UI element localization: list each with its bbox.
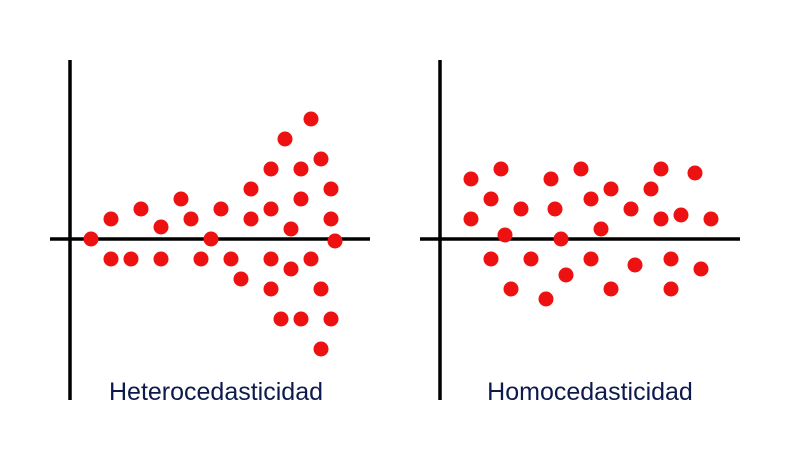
data-point (483, 191, 499, 207)
homoscedasticity-label: Homocedasticidad (487, 378, 693, 406)
data-point (103, 211, 119, 227)
data-point (183, 211, 199, 227)
data-point (153, 219, 169, 235)
data-point (313, 281, 329, 297)
data-point (303, 111, 319, 127)
data-point (213, 201, 229, 217)
data-point (243, 181, 259, 197)
data-point (497, 227, 513, 243)
data-point (663, 281, 679, 297)
data-point (233, 271, 249, 287)
data-point (573, 161, 589, 177)
data-point (547, 201, 563, 217)
data-point (83, 231, 99, 247)
data-point (603, 281, 619, 297)
data-point (583, 251, 599, 267)
data-point (323, 181, 339, 197)
data-point (603, 181, 619, 197)
data-point (283, 261, 299, 277)
data-point (173, 191, 189, 207)
heteroscedasticity-chart (50, 60, 370, 400)
data-point (643, 181, 659, 197)
data-point (523, 251, 539, 267)
data-point (543, 171, 559, 187)
data-point (283, 221, 299, 237)
data-point (193, 251, 209, 267)
data-point (153, 251, 169, 267)
data-point (513, 201, 529, 217)
data-point (663, 251, 679, 267)
homoscedasticity-chart (420, 60, 740, 400)
data-point (263, 281, 279, 297)
data-point (593, 221, 609, 237)
data-point (313, 341, 329, 357)
heteroscedasticity-label: Heterocedasticidad (108, 378, 324, 406)
data-point (503, 281, 519, 297)
data-point (273, 311, 289, 327)
data-point (277, 131, 293, 147)
data-point (263, 251, 279, 267)
data-point (133, 201, 149, 217)
data-point (483, 251, 499, 267)
data-point (538, 291, 554, 307)
data-point (703, 211, 719, 227)
data-point (293, 161, 309, 177)
data-point (553, 231, 569, 247)
data-point (263, 201, 279, 217)
data-point (687, 165, 703, 181)
data-point (263, 161, 279, 177)
data-point (303, 251, 319, 267)
data-point (653, 161, 669, 177)
data-point (323, 211, 339, 227)
data-point (327, 233, 343, 249)
data-point (627, 257, 643, 273)
data-point (203, 231, 219, 247)
data-point (653, 211, 669, 227)
data-point (463, 211, 479, 227)
data-point (463, 171, 479, 187)
data-point (103, 251, 119, 267)
data-point (293, 311, 309, 327)
data-point (123, 251, 139, 267)
data-point (323, 311, 339, 327)
data-point (243, 211, 259, 227)
data-point (223, 251, 239, 267)
data-point (623, 201, 639, 217)
data-point (493, 161, 509, 177)
data-point (693, 261, 709, 277)
data-point (313, 151, 329, 167)
data-point (558, 267, 574, 283)
data-point (673, 207, 689, 223)
data-point (583, 191, 599, 207)
data-point (293, 191, 309, 207)
